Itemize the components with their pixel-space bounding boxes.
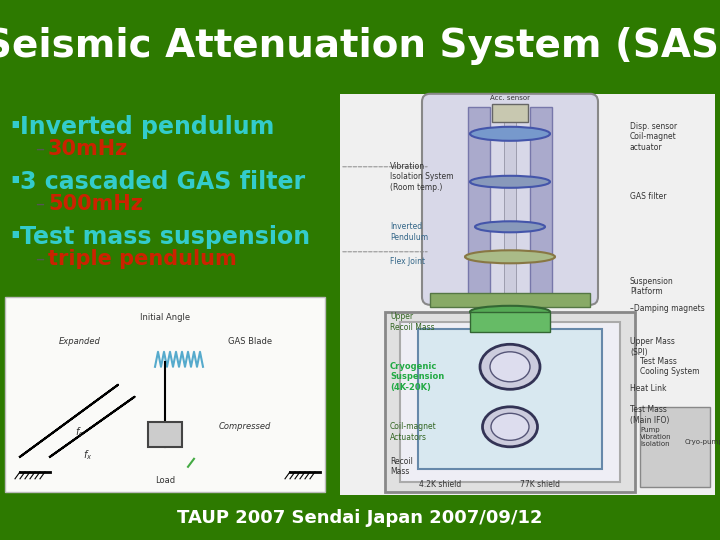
Text: $f_c$: $f_c$ [76,425,84,438]
Text: Acc. sensor: Acc. sensor [490,95,530,101]
Text: 30mHz: 30mHz [48,139,128,159]
Bar [468,107,490,302]
Text: Flex Joint: Flex Joint [390,257,425,266]
Text: Disp. sensor
Coil-magnet
actuator: Disp. sensor Coil-magnet actuator [630,122,677,152]
Text: Coil-magnet
Actuators: Coil-magnet Actuators [390,422,437,442]
Text: Pump
Vibration
Isolation: Pump Vibration Isolation [640,427,672,447]
Text: Heat Link: Heat Link [630,384,667,393]
Bar [492,104,528,122]
Text: –: – [35,250,44,268]
Text: Recoil
Mass: Recoil Mass [390,457,413,476]
Text: TAUP 2007 Sendai Japan 2007/09/12: TAUP 2007 Sendai Japan 2007/09/12 [177,509,543,528]
Text: Seismic Attenuation System (SAS): Seismic Attenuation System (SAS) [0,27,720,65]
FancyBboxPatch shape [422,94,598,305]
Text: Load: Load [155,476,175,485]
Text: Inverted pendulum: Inverted pendulum [20,115,274,139]
Text: 4.2K shield: 4.2K shield [419,480,461,489]
Text: Test Mass
Cooling System: Test Mass Cooling System [640,357,700,376]
Bar [530,107,552,302]
Text: ·: · [8,165,22,199]
Text: GAS filter: GAS filter [630,192,667,201]
Ellipse shape [480,345,540,389]
Text: ·: · [8,220,22,254]
Text: Test mass suspension: Test mass suspension [20,225,310,249]
Ellipse shape [465,251,555,264]
Ellipse shape [470,306,550,318]
Text: Upper Mass
(SPI): Upper Mass (SPI) [630,337,675,356]
Bar [470,312,550,332]
Bar [504,107,516,302]
Text: Suspension
Platform: Suspension Platform [630,277,674,296]
Bar [5,297,325,492]
Text: –Damping magnets: –Damping magnets [630,305,705,313]
Text: Test Mass
(Main IFO): Test Mass (Main IFO) [630,405,670,424]
Text: ·: · [8,110,22,144]
Text: –: – [35,140,44,158]
Text: Inverted
Pendulum: Inverted Pendulum [390,222,428,241]
Bar [400,322,620,482]
Text: $f_x$: $f_x$ [84,448,93,462]
Text: 500mHz: 500mHz [48,194,143,214]
Bar [148,422,182,447]
Text: Cryo-pump: Cryo-pump [685,439,720,445]
Ellipse shape [490,352,530,382]
Text: Cryogenic
Suspension
(4K-20K): Cryogenic Suspension (4K-20K) [390,362,444,392]
Ellipse shape [470,127,550,141]
Text: Vibration
Isolation System
(Room temp.): Vibration Isolation System (Room temp.) [390,162,454,192]
Text: Expanded: Expanded [59,338,101,346]
Text: Upper
Recoil Mass: Upper Recoil Mass [390,312,435,332]
Bar [340,94,715,495]
Bar [640,407,710,487]
Text: Compressed: Compressed [219,422,271,431]
Text: Initial Angle: Initial Angle [140,313,190,322]
Ellipse shape [470,176,550,188]
Bar [418,329,602,469]
Text: 3 cascaded GAS filter: 3 cascaded GAS filter [20,170,305,194]
Ellipse shape [475,221,545,232]
Bar [385,312,635,492]
Bar [430,293,590,307]
Text: triple pendulum: triple pendulum [48,249,237,269]
Ellipse shape [482,407,538,447]
Text: –: – [35,195,44,213]
Ellipse shape [491,413,529,440]
Text: GAS Blade: GAS Blade [228,338,272,346]
Text: 77K shield: 77K shield [520,480,560,489]
